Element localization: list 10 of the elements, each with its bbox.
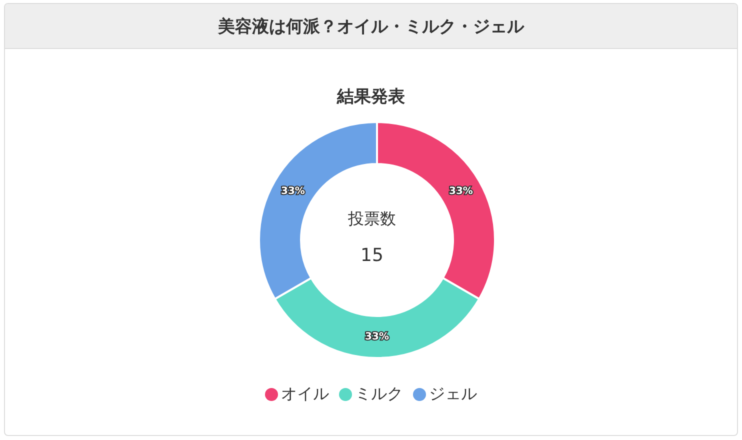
data-label: 33% — [449, 186, 473, 197]
legend-label: ミルク — [354, 384, 403, 405]
legend-label: オイル — [280, 384, 329, 405]
chart-subtitle: 結果発表 — [336, 86, 406, 108]
text: 15 — [360, 245, 384, 266]
legend-label: ジェル — [428, 384, 477, 405]
data-label: 33% — [281, 186, 305, 198]
data-label: 33% — [365, 332, 389, 342]
chart-title: 美容液は何派？オイル・ミルク・ジェル — [5, 4, 737, 49]
text: 投票数 — [347, 209, 397, 230]
